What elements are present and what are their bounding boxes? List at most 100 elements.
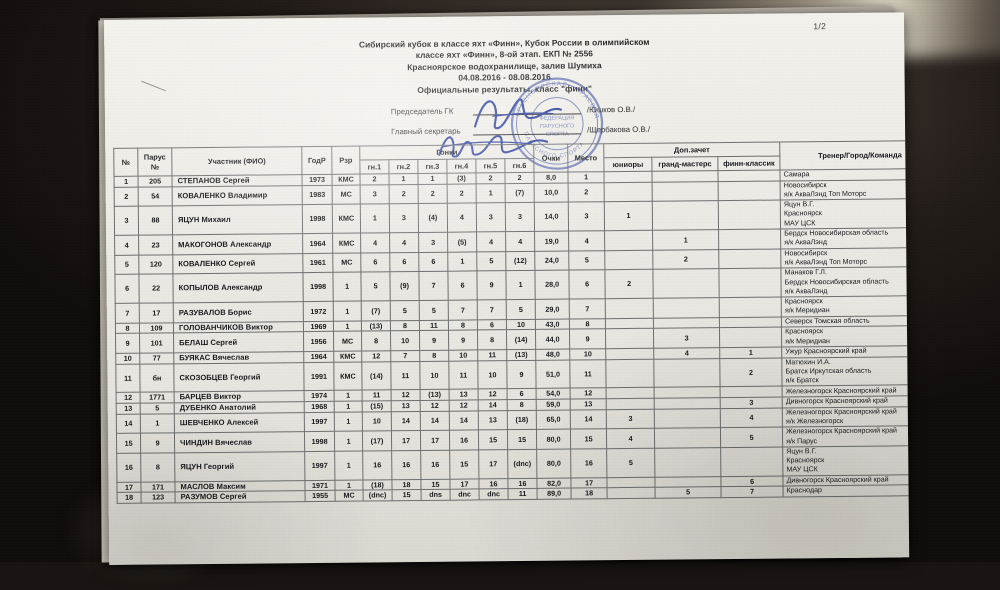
cell-position: 18: [117, 492, 142, 504]
cell-race-3: 16: [420, 449, 450, 480]
team-line-1: Дивногорск Красноярский край: [785, 396, 888, 406]
cell-race-2: 6: [389, 252, 419, 273]
th-grand-masters: гранд-мастерс: [651, 156, 719, 172]
cell-sail-number: 171: [140, 481, 176, 493]
cell-rank: 1: [334, 411, 363, 432]
cell-race-1: 2: [359, 173, 390, 185]
th-participant: Участник (ФИО): [171, 146, 302, 176]
cell-birth-year: 1998: [302, 204, 333, 234]
cell-race-2: (9): [389, 271, 420, 301]
cell-rank: КМС: [332, 233, 361, 253]
th-rank: Рзр: [331, 146, 360, 175]
cell-race-3: (4): [418, 203, 448, 233]
table-body: 1 205 СТЕПАНОВ Сергей 1973 КМС 2 1 1 (3) 2 2 8,0 1 Са…: [114, 168, 910, 504]
cell-race-4: 8: [448, 319, 478, 331]
cell-birth-year: 1998: [302, 272, 334, 302]
cell-rank: МС: [332, 184, 361, 205]
cell-finn-classic: [719, 297, 782, 318]
cell-race-1: (dnc): [363, 490, 393, 501]
cell-race-1: 5: [360, 272, 391, 302]
cell-sail-number: 120: [138, 254, 173, 275]
cell-birth-year: 1964: [303, 351, 334, 363]
cell-race-5: 10: [477, 360, 508, 390]
cell-place: 18: [571, 487, 608, 499]
cell-juniors: [606, 398, 655, 410]
cell-sail-number: бн: [139, 363, 175, 393]
cell-grand-masters: [654, 397, 721, 409]
cell-race-3: 2: [418, 183, 448, 204]
signature-name-chairman: /Юшков О.В./: [586, 104, 636, 115]
cell-juniors: 3: [606, 408, 655, 429]
cell-race-6: (7): [505, 182, 535, 203]
cell-race-1: (13): [361, 320, 391, 332]
cell-finn-classic: 1: [719, 346, 782, 359]
cell-points: 8,0: [534, 172, 569, 183]
cell-finn-classic: [719, 316, 782, 328]
cell-place: 2: [568, 182, 605, 203]
cell-participant-name: РАЗУВАЛОВ Борис: [173, 301, 304, 323]
cell-rank: 1: [334, 450, 363, 480]
cell-position: 13: [116, 403, 141, 415]
cell-points: 80,0: [536, 448, 571, 479]
cell-grand-masters: [654, 387, 721, 399]
cell-race-4: (3): [446, 172, 477, 184]
cell-position: 8: [115, 322, 140, 334]
cell-race-3: 17: [420, 430, 450, 451]
cell-place: 16: [570, 448, 607, 478]
cell-race-1: 10: [362, 411, 392, 432]
cell-race-2: 18: [391, 479, 422, 491]
cell-race-6: 10: [506, 319, 536, 330]
cell-race-5: 14: [478, 399, 508, 411]
cell-points: 10,0: [534, 182, 569, 203]
cell-race-5: 4: [476, 231, 506, 252]
cell-rank: 1: [334, 479, 364, 491]
cell-sail-number: 88: [138, 206, 173, 236]
cell-race-1: 4: [360, 232, 390, 253]
cell-race-4: 12: [449, 399, 479, 411]
cell-race-3: 12: [420, 400, 450, 412]
cell-juniors: [605, 348, 654, 360]
cell-sail-number: 101: [139, 333, 174, 354]
cell-race-6: 8: [507, 399, 537, 411]
cell-race-2: 14: [391, 411, 421, 431]
cell-sail-number: 8: [140, 452, 175, 482]
cell-birth-year: 1997: [304, 451, 335, 481]
cell-race-4: dnc: [450, 489, 480, 501]
cell-race-6: 11: [508, 488, 538, 500]
cell-finn-classic: 4: [720, 407, 783, 428]
team-line-3: я/к АкваЛэнд: [784, 286, 828, 296]
cell-coach-city-team: Яцун В.Г. Красноярск МАУ ЦСК: [780, 198, 910, 230]
cell-race-6: 6: [507, 388, 537, 400]
cell-finn-classic: 3: [720, 397, 783, 409]
cell-coach-city-team: Бердск Новосибирская область я/к АкваЛэнд: [780, 227, 910, 249]
cell-finn-classic: [719, 327, 782, 348]
cell-race-1: 12: [361, 350, 391, 362]
cell-juniors: [605, 317, 654, 330]
cell-grand-masters: [652, 268, 720, 299]
cell-points: 14,0: [534, 202, 569, 232]
cell-race-2: 15: [392, 489, 422, 501]
cell-juniors: 4: [606, 428, 655, 449]
cell-race-1: 1: [360, 203, 390, 234]
cell-race-1: 3: [360, 184, 390, 205]
cell-rank: 1: [334, 401, 363, 412]
cell-race-5: 16: [478, 478, 509, 490]
cell-position: 16: [116, 452, 141, 483]
cell-position: 4: [114, 235, 139, 256]
cell-position: 10: [115, 353, 140, 364]
cell-rank: КМС: [333, 361, 363, 391]
th-points: Очки: [533, 144, 569, 173]
cell-position: 14: [116, 413, 141, 434]
th-place: Место: [567, 143, 605, 173]
cell-race-2: 7: [390, 350, 420, 362]
signature-line-chairman: [472, 113, 581, 116]
cell-race-3: 7: [418, 271, 449, 301]
th-sail-line1: Парус: [143, 152, 166, 162]
cell-points: 59,0: [536, 399, 571, 410]
team-line-2: я/к АкваЛэнд: [784, 238, 828, 247]
cell-race-3: (13): [420, 389, 450, 401]
cell-race-6: 9: [506, 359, 537, 390]
document-title-block: Сибирский кубок в классе яхт «Финн», Куб…: [104, 34, 905, 99]
cell-race-3: 3: [418, 232, 448, 253]
cell-position: 2: [114, 186, 139, 207]
